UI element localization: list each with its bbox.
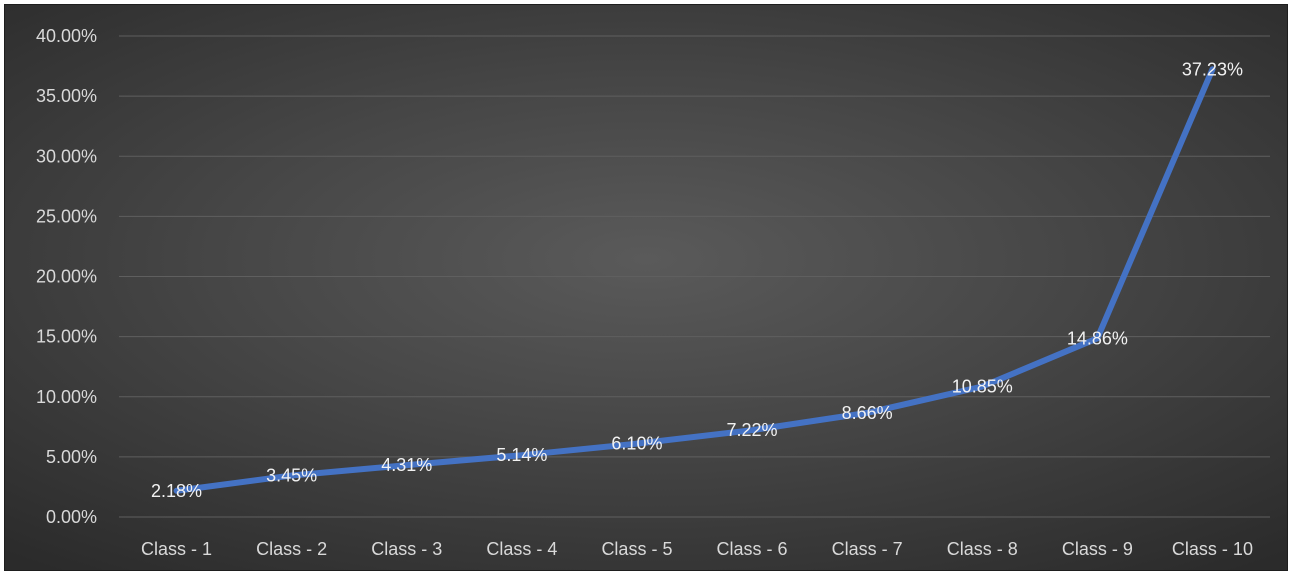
chart-area: 0.00% 5.00% 10.00% 15.00% 20.00% 25.00% 30.00%… [4,4,1288,571]
y-tick-label: 0.00% [46,507,97,527]
data-label: 14.86% [1067,328,1128,348]
x-tick-label: Class - 3 [371,539,442,559]
y-tick-label: 15.00% [36,327,97,347]
data-label: 37.23% [1182,59,1243,79]
data-label: 10.85% [952,377,1013,397]
y-tick-label: 5.00% [46,447,97,467]
y-tick-label: 20.00% [36,267,97,287]
y-tick-label: 35.00% [36,86,97,106]
series-line-group [173,66,1216,494]
line-chart: 0.00% 5.00% 10.00% 15.00% 20.00% 25.00% 30.00%… [36,26,1270,559]
data-label: 7.22% [727,420,778,440]
x-tick-label: Class - 1 [141,539,212,559]
data-label: 4.31% [381,455,432,475]
y-tick-label: 30.00% [36,146,97,166]
y-tick-label: 10.00% [36,387,97,407]
x-tick-label: Class - 9 [1062,539,1133,559]
x-tick-label: Class - 4 [486,539,557,559]
x-axis-tick-labels: Class - 1 Class - 2 Class - 3 Class - 4 Clas… [141,539,1253,559]
data-labels: 2.18% 3.45% 4.31% 5.14% 6.10% 7.22% 8.66% 10.85… [151,59,1243,500]
data-label: 8.66% [842,403,893,423]
y-axis-tick-labels: 0.00% 5.00% 10.00% 15.00% 20.00% 25.00% 30.00%… [36,26,97,527]
data-label: 3.45% [266,466,317,486]
x-tick-label: Class - 6 [717,539,788,559]
x-tick-label: Class - 10 [1172,539,1253,559]
data-label: 2.18% [151,481,202,501]
gridlines [119,35,1270,518]
x-tick-label: Class - 7 [832,539,903,559]
x-tick-label: Class - 2 [256,539,327,559]
data-label: 6.10% [611,434,662,454]
y-tick-label: 25.00% [36,206,97,226]
y-tick-label: 40.00% [36,26,97,46]
x-tick-label: Class - 5 [601,539,672,559]
series-line [173,66,1216,494]
x-tick-label: Class - 8 [947,539,1018,559]
data-label: 5.14% [496,445,547,465]
